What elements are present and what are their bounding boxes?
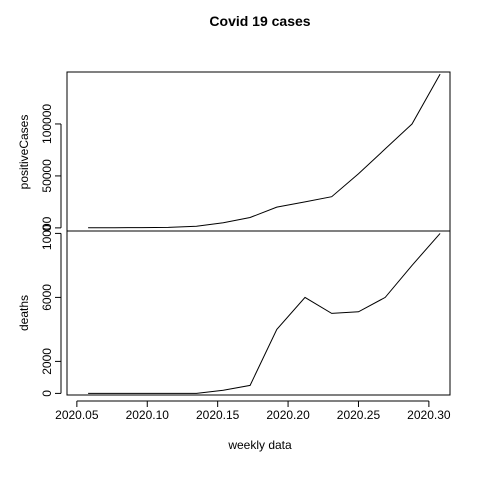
x-axis-label: weekly data [227,438,292,452]
bottom-panel-frame [66,230,451,396]
x-tick-label: 2020.20 [266,408,310,422]
bottom-panel: 0 2000 6000 10000 [40,216,451,397]
top-panel-y-tick-label: 50000 [40,159,54,193]
chart-title: Covid 19 cases [209,13,310,29]
x-tick-label: 2020.15 [196,408,240,422]
x-tick-label: 2020.25 [337,408,381,422]
bottom-panel-y-tick-label: 0 [40,390,54,397]
top-panel-y-tick-label: 0 [40,224,54,231]
top-panel-frame [66,71,451,232]
bottom-panel-y-tick-label: 6000 [40,284,54,311]
top-panel-y-label: positiveCases [17,115,31,190]
x-tick-label: 2020.05 [55,408,99,422]
bottom-panel-series-line [88,233,441,394]
bottom-panel-y-tick-label: 2000 [40,348,54,375]
x-tick-label: 2020.10 [126,408,170,422]
top-panel: 0 50000 100000 [40,71,451,232]
top-panel-y-tick-label: 100000 [40,104,54,144]
bottom-panel-y-tick-label: 10000 [40,216,54,250]
x-tick-label: 2020.30 [407,408,451,422]
x-axis: 2020.05 2020.10 2020.15 2020.20 2020.25 2020.… [55,400,451,422]
bottom-panel-y-label: deaths [17,295,31,331]
top-panel-series-line [88,73,441,229]
